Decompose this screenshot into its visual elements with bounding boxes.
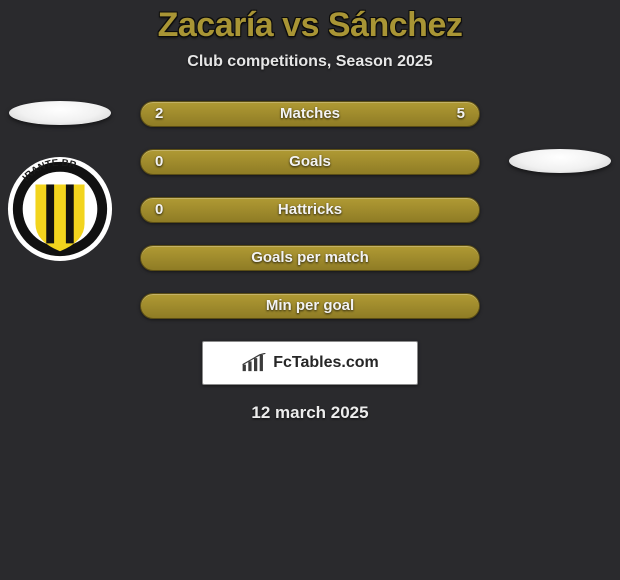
page-subtitle: Club competitions, Season 2025	[0, 53, 620, 71]
club-badge-left: IRANTE BR	[6, 155, 114, 263]
stat-row-goals: 0 Goals	[140, 149, 480, 175]
stat-value-left: 2	[147, 102, 187, 126]
player-left-avatar-placeholder	[9, 101, 111, 125]
stat-label: Matches	[141, 102, 479, 126]
stat-value-left: 0	[147, 150, 187, 174]
stat-value-right: 5	[433, 102, 473, 126]
stat-label: Goals	[141, 150, 479, 174]
attribution-logo: FcTables.com	[202, 341, 418, 385]
stat-row-goals-per-match: Goals per match	[140, 245, 480, 271]
player-right-column	[500, 101, 620, 173]
stat-bars: 2 Matches 5 0 Goals 0 Hattricks Goals pe…	[140, 101, 480, 319]
attribution-text: FcTables.com	[273, 354, 379, 372]
stat-label: Min per goal	[141, 294, 479, 318]
stat-value-left: 0	[147, 198, 187, 222]
player-right-avatar-placeholder	[509, 149, 611, 173]
infographic-date: 12 march 2025	[0, 403, 620, 423]
stat-label: Goals per match	[141, 246, 479, 270]
stat-row-min-per-goal: Min per goal	[140, 293, 480, 319]
player-left-column: IRANTE BR	[0, 101, 120, 263]
stat-row-hattricks: 0 Hattricks	[140, 197, 480, 223]
stats-section: IRANTE BR 2 Matches 5 0 Goals 0 Ha	[0, 101, 620, 423]
infographic: Zacaría vs Sánchez Club competitions, Se…	[0, 0, 620, 423]
stat-label: Hattricks	[141, 198, 479, 222]
page-title: Zacaría vs Sánchez	[0, 6, 620, 45]
bar-chart-icon	[241, 353, 267, 373]
stat-row-matches: 2 Matches 5	[140, 101, 480, 127]
